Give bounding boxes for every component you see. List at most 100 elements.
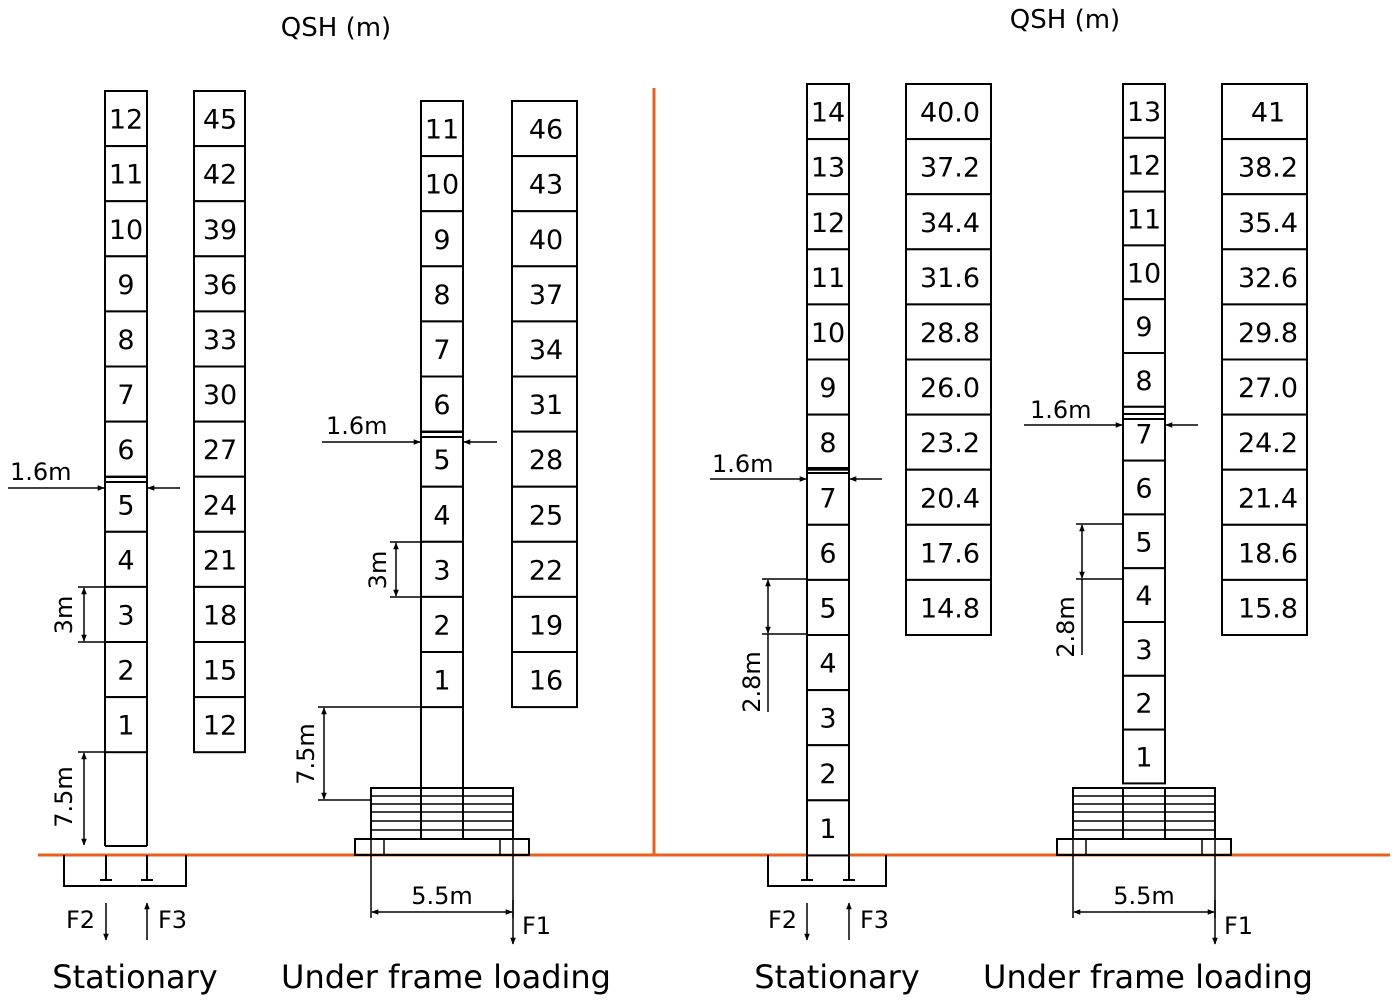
height-value-label: 18 [203,600,237,631]
height-value-label: 34.4 [920,208,980,239]
height-value-cell [905,358,992,416]
height-value-label: 27 [203,435,237,466]
dim-segment-label: 3m [50,596,78,635]
height-value-label: 31.6 [920,263,980,294]
config-label: Stationary [52,958,217,996]
mast-segment-cell [420,430,464,488]
height-value-cell [905,303,992,361]
height-value-label: 34 [529,335,563,366]
mast-segment-cell [104,90,148,148]
mast-segment-label: 3 [1135,635,1152,666]
height-value-label: 41 [1251,98,1285,129]
mast-segment-cell [1122,405,1166,462]
mast-segment-label: 12 [811,208,845,239]
dim-base-label: 7.5m [292,723,320,785]
mast-segment-label: 3 [117,600,134,631]
dim-width-label: 5.5m [411,882,473,910]
height-value-label: 35.4 [1238,208,1298,239]
height-value-label: 21 [203,545,237,576]
height-value-label: 32.6 [1238,263,1298,294]
height-value-label: 23.2 [920,428,980,459]
height-value-cell [905,138,992,196]
height-value-label: 33 [203,325,237,356]
mast-segment-label: 10 [1127,258,1161,289]
mast-segment-cell [806,634,850,692]
mast-segment-cell [420,651,464,709]
mast-segment-label: 2 [433,610,450,641]
mast-segment-label: 11 [1127,205,1161,236]
mast-segment-label: 11 [425,115,459,146]
force-label-f3: F3 [860,906,889,934]
height-value-cell [905,523,992,581]
mast-segment-label: 5 [433,445,450,476]
force-label-f3: F3 [158,906,187,934]
mast-segment-cell [104,200,148,258]
height-value-label: 45 [203,105,237,136]
dim-tie-label: 1.6m [326,412,388,440]
mast-segment-cell [806,248,850,306]
mast-segment-cell [104,365,148,423]
mast-segment-label: 12 [1127,151,1161,182]
mast-segment-label: 2 [819,759,836,790]
mast-segment-label: 1 [1135,743,1152,774]
mast-segment-label: 1 [117,711,134,742]
height-value-cell [193,641,246,699]
height-value-cell [193,475,246,533]
mast-segment-label: 9 [117,270,134,301]
height-value-label: 40 [529,225,563,256]
mast-segment-label: 9 [819,373,836,404]
config-label: Under frame loading [983,958,1313,996]
mast-segment-cell [1122,298,1166,355]
mast-segment-cell [420,320,464,378]
height-value-cell [193,145,246,203]
mast-segment-cell [1122,83,1166,139]
height-value-cell [1221,578,1308,637]
height-value-label: 15 [203,656,237,687]
mast-segment-label: 10 [811,318,845,349]
height-value-label: 21.4 [1238,483,1298,514]
height-value-label: 30 [203,380,237,411]
height-value-label: 12 [203,711,237,742]
height-value-label: 42 [203,160,237,191]
height-value-label: 29.8 [1238,318,1298,349]
ballast-frame [354,787,530,856]
mast-segment-label: 5 [117,490,134,521]
force-label-f2: F2 [768,906,797,934]
height-value-label: 26.0 [920,373,980,404]
height-value-label: 16 [529,666,563,697]
mast-segment-label: 9 [433,225,450,256]
mast-segment-label: 5 [1135,527,1152,558]
mast-segment-cell [806,578,850,637]
mast-segment-cell [806,468,850,526]
height-value-cell [905,413,992,471]
dim-tie-label: 1.6m [712,450,774,478]
mast-segment-cell [806,799,850,857]
height-value-label: 46 [529,115,563,146]
mast-segment-label: 7 [819,483,836,514]
height-value-label: 20.4 [920,483,980,514]
height-value-cell [193,585,246,644]
mast-segment-label: 13 [1127,97,1161,128]
config-right-stationary: 14 13 12 11 10 9 8 7 6 5 4 3 2 1 40.0 37.2 34.4 31.6 28.8… [710,83,992,996]
ballast-frame [1056,787,1232,856]
mast-segment-cell [104,696,148,754]
panel-heading-left: QSH (m) [281,13,391,43]
mast-segment-cell [420,375,464,433]
mast-segment-label: 8 [433,280,450,311]
height-value-cell [511,651,578,709]
dim-tie-label: 1.6m [10,458,72,486]
mast-segment-label: 7 [1135,420,1152,451]
height-value-label: 28 [529,445,563,476]
mast-segment-label: 12 [109,105,143,136]
mast-segment-label: 11 [109,160,143,191]
mast-segment-cell [1122,621,1166,677]
height-value-label: 15.8 [1238,593,1298,624]
stationary-base-footing [63,855,187,887]
mast-segment-cell [104,145,148,203]
height-value-cell [511,430,578,488]
mast-segment-label: 3 [819,704,836,735]
mast-segment-cell [806,83,850,141]
mast-segment-cell [1122,728,1166,785]
height-value-label: 37.2 [920,153,980,184]
